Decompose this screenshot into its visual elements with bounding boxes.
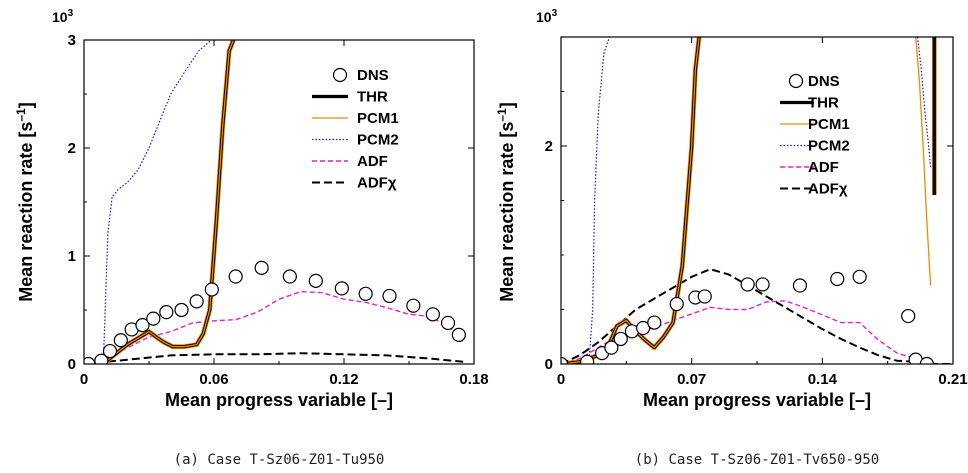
legend-thr-label: THR [357, 89, 388, 106]
series-dns-point [102, 343, 118, 359]
x-tick-label: 0.07 [677, 371, 706, 388]
legend-adf-label: ADFχ [357, 175, 397, 192]
x-tick-label: 0.14 [808, 371, 838, 388]
legend-pcm1-label: PCM1 [357, 110, 399, 127]
legend-thr-label: THR [808, 95, 839, 112]
x-tick-label: 0 [80, 371, 88, 388]
series-dns-point [228, 269, 243, 284]
series-dns-point [647, 315, 662, 330]
series-dns-point [604, 340, 619, 355]
legend-pcm2-label: PCM2 [808, 138, 850, 155]
y-tick-label: 0 [545, 356, 553, 373]
series-dns-point [613, 331, 628, 347]
series-pcm1-line [84, 40, 235, 364]
chart-a-ticks: 0 0.06 0.12 0.18 0 1 2 3 [68, 32, 489, 388]
series-dns-point [204, 282, 219, 297]
x-tick-label: 0 [557, 371, 565, 388]
series-pcm2-line [561, 37, 611, 364]
y-tick-label: 1 [68, 248, 76, 265]
series-dns-point [174, 302, 189, 318]
series-pcm2-line [84, 40, 213, 364]
y-tick-label: 2 [545, 138, 553, 155]
series-dns-point [669, 296, 684, 312]
series-dns-point [146, 311, 161, 326]
series-pcm2-line [916, 37, 932, 168]
series-dns-point [440, 315, 456, 331]
series-dns-point [308, 273, 323, 288]
y-tick-label: 3 [68, 32, 76, 49]
series-dns-point [852, 269, 867, 284]
series-dns-point [451, 327, 466, 342]
x-tick-label: 0.12 [329, 371, 358, 388]
chart-a-plot-area [84, 40, 466, 364]
legend-dns-label: DNS [808, 73, 840, 90]
series-dns-point [382, 288, 397, 304]
chart-b-frame [560, 36, 954, 365]
legend-pcm1-label: PCM1 [808, 116, 850, 133]
chart-a-y-multiplier: 103 [52, 8, 74, 25]
x-tick-label: 0.21 [938, 371, 967, 388]
y-tick-label: 2 [68, 140, 76, 157]
chart-b-plot-area [561, 37, 953, 364]
series-dns-point [254, 260, 269, 275]
x-tick-label: 0.06 [199, 371, 228, 388]
x-tick-label: 0.18 [459, 371, 488, 388]
chart-b-caption: (b) Case T-Sz06-Z01-Tv650-950 [635, 452, 879, 468]
series-adf-line [84, 290, 464, 364]
series-dns-point [561, 356, 569, 364]
chart-b-y-multiplier: 103 [536, 8, 558, 25]
series-dns-point [636, 320, 651, 336]
y-tick-label: 0 [68, 356, 76, 373]
series-dns-point [792, 278, 808, 293]
legend-adf-label: ADF [808, 159, 839, 176]
chart-b: 0 0.07 0.14 0.21 0 2 103 Mean progress variab… [495, 8, 968, 468]
legend-pcm2-label: PCM2 [357, 132, 399, 149]
chart-b-y-axis-label: Mean reaction rate [s–1] [495, 102, 517, 301]
series-dns-point [94, 353, 109, 364]
series-dns-point [84, 356, 96, 364]
series-dns-point [113, 333, 128, 348]
series-dns-point [919, 356, 934, 364]
legend-dns-label: DNS [357, 67, 389, 84]
series-adf-line [561, 268, 953, 364]
series-dns-point [425, 307, 440, 322]
series-dns-point [901, 308, 916, 324]
chart-a-caption: (a) Case T-Sz06-Z01-Tu950 [174, 452, 385, 468]
series-dns-point [755, 277, 770, 292]
series-dns-point [334, 281, 349, 296]
series-dns-point [189, 294, 204, 309]
series-dns-point [135, 318, 150, 333]
legend-dns-marker [332, 67, 348, 83]
chart-a: 0 0.06 0.12 0.18 0 1 2 3 103 Mean progress vari… [14, 8, 489, 468]
series-pcm1-line [915, 37, 932, 286]
chart-a-x-axis-label: Mean progress variable [–] [165, 390, 393, 410]
chart-b-legend: DNS THR PCM1 PCM2 ADF ADFχ [780, 73, 850, 198]
legend-adf-label: ADFχ [808, 181, 848, 198]
series-dns-point [406, 298, 421, 313]
legend-dns-marker [788, 73, 804, 89]
chart-b-x-axis-label: Mean progress variable [–] [643, 390, 871, 410]
chart-a-y-axis-label: Mean reaction rate [s–1] [14, 102, 36, 301]
series-adf-line [84, 352, 464, 364]
series-dns-point [358, 286, 373, 301]
series-dns-point [740, 277, 755, 292]
series-dns-point [580, 354, 595, 364]
chart-b-ticks: 0 0.07 0.14 0.21 0 2 [545, 37, 968, 388]
chart-a-legend: DNS THR PCM1 PCM2 ADF ADFχ [312, 67, 399, 192]
series-dns-point [697, 289, 712, 304]
series-dns-point [830, 271, 845, 287]
series-dns-point [159, 305, 174, 320]
legend-adf-label: ADF [357, 153, 388, 170]
series-dns-point [282, 269, 297, 284]
